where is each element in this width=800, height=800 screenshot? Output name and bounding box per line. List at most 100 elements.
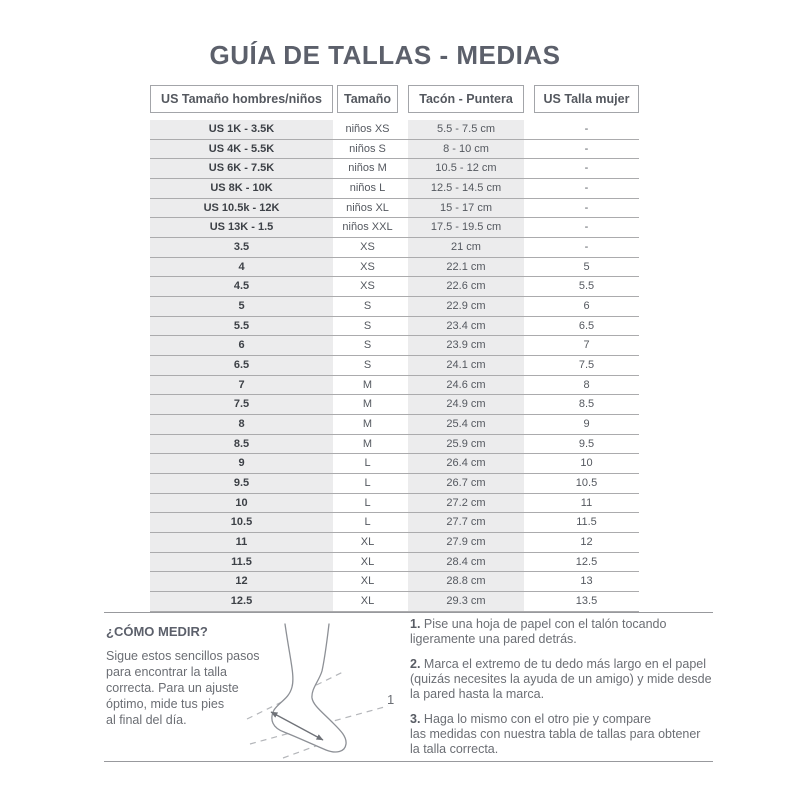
table-cell: 12.5 - 14.5 cm (408, 179, 524, 198)
table-row: 10 L 27.2 cm 11 (150, 493, 639, 514)
table-cell: - (584, 221, 589, 234)
table-cell: XS (360, 260, 375, 273)
table-row: 11 XL 27.9 cm 12 (150, 533, 639, 553)
table-cell: L (364, 496, 371, 509)
table-cell: - (584, 142, 589, 155)
table-cell: 7 (583, 339, 590, 352)
size-table: US Tamaño hombres/niños Tamaño Tacón - P… (150, 85, 639, 612)
table-cell: 8 (150, 415, 333, 434)
table-cell: 27.2 cm (408, 493, 524, 513)
table-cell: 11.5 (576, 516, 597, 529)
table-cell: S (363, 359, 372, 372)
step-text: Marca el extremo de tu dedo más largo en… (410, 657, 712, 701)
table-cell: 7.5 (578, 359, 595, 372)
table-cell: 21 cm (408, 238, 524, 257)
table-cell: XL (360, 575, 375, 588)
table-cell: 3.5 (150, 238, 333, 257)
table-cell: 22.1 cm (408, 257, 524, 277)
table-cell: 22.6 cm (408, 277, 524, 297)
table-cell: niños XL (346, 201, 389, 214)
column-header-heel-toe: Tacón - Puntera (408, 85, 524, 113)
table-cell: - (584, 123, 589, 135)
table-row: US 13K - 1.5 niños XXL 17.5 - 19.5 cm - (150, 218, 639, 239)
measure-arrow (270, 711, 324, 741)
step-number: 2. (410, 657, 421, 671)
step-text: Haga lo mismo con el otro pie y compare … (410, 712, 701, 756)
table-row: 12.5 XL 29.3 cm 13.5 (150, 592, 639, 612)
table-cell: 5 (150, 297, 333, 316)
table-cell: L (364, 516, 371, 529)
table-cell: S (363, 300, 372, 313)
step-number: 1. (410, 617, 421, 631)
table-cell: 8 - 10 cm (408, 139, 524, 159)
table-row: 11.5 XL 28.4 cm 12.5 (150, 552, 639, 573)
table-row: US 6K - 7.5K niños M 10.5 - 12 cm - (150, 159, 639, 180)
table-row: 6 S 23.9 cm 7 (150, 336, 639, 357)
table-cell: US 8K - 10K (150, 179, 333, 198)
column-header-us-men-kids: US Tamaño hombres/niños (150, 85, 333, 113)
table-cell: 15 - 17 cm (408, 198, 524, 218)
table-cell: niños S (349, 142, 386, 155)
table-cell: XL (360, 595, 375, 608)
step-text: Pise una hoja de papel con el talón toca… (410, 617, 667, 646)
measure-step: 3. Haga lo mismo con el otro pie y compa… (410, 712, 718, 757)
table-row: 4.5 XS 22.6 cm 5.5 (150, 277, 639, 298)
table-cell: - (584, 241, 589, 254)
table-cell: 10.5 (575, 477, 598, 490)
table-cell: 17.5 - 19.5 cm (408, 218, 524, 238)
table-cell: 6 (150, 336, 333, 356)
table-cell: XL (360, 536, 375, 549)
table-cell: 9.5 (578, 437, 595, 450)
table-cell: M (362, 437, 373, 450)
table-cell: XL (360, 555, 375, 568)
table-cell: 25.4 cm (408, 415, 524, 434)
table-row: US 4K - 5.5K niños S 8 - 10 cm - (150, 139, 639, 160)
table-cell: 10 (150, 493, 333, 513)
table-cell: L (364, 477, 371, 490)
table-cell: 7.5 (150, 395, 333, 415)
table-cell: 5 (583, 260, 590, 273)
table-body: US 1K - 3.5K niños XS 5.5 - 7.5 cm - US 4K -… (150, 120, 639, 612)
table-cell: 8.5 (578, 398, 595, 411)
table-row: 7.5 M 24.9 cm 8.5 (150, 395, 639, 416)
table-cell: XS (360, 241, 375, 254)
table-cell: 24.6 cm (408, 375, 524, 395)
table-cell: 8 (583, 378, 590, 391)
table-cell: 5.5 (578, 280, 595, 293)
table-row: 3.5 XS 21 cm - (150, 238, 639, 258)
table-cell: US 1K - 3.5K (150, 120, 333, 139)
table-cell: L (364, 457, 371, 470)
table-cell: - (584, 182, 589, 195)
table-cell: niños XS (345, 123, 390, 135)
table-cell: niños XXL (342, 221, 393, 234)
table-cell: 6 (583, 300, 590, 313)
table-cell: 4 (150, 257, 333, 277)
table-cell: 10 (580, 457, 593, 470)
table-row: US 1K - 3.5K niños XS 5.5 - 7.5 cm - (150, 120, 639, 140)
table-row: 8 M 25.4 cm 9 (150, 415, 639, 435)
table-cell: 6.5 (578, 319, 595, 332)
table-row: 9 L 26.4 cm 10 (150, 454, 639, 475)
table-cell: 8.5 (150, 434, 333, 454)
column-header-us-women: US Talla mujer (534, 85, 639, 113)
column-header-size: Tamaño (337, 85, 398, 113)
table-cell: 27.7 cm (408, 513, 524, 533)
table-header-row: US Tamaño hombres/niños Tamaño Tacón - P… (150, 85, 639, 113)
table-cell: 28.8 cm (408, 572, 524, 592)
table-cell: 23.4 cm (408, 316, 524, 336)
table-row: 8.5 M 25.9 cm 9.5 (150, 434, 639, 455)
table-cell: 24.1 cm (408, 356, 524, 375)
how-to-measure-section: ¿CÓMO MEDIR? Sigue estos sencillos pasos… (104, 612, 713, 762)
table-cell: 9 (150, 454, 333, 474)
table-row: 6.5 S 24.1 cm 7.5 (150, 356, 639, 376)
how-to-measure-heading: ¿CÓMO MEDIR? (106, 624, 208, 639)
table-cell: niños L (349, 182, 386, 195)
foot-measurement-illustration: 1 (246, 623, 394, 759)
table-row: 9.5 L 26.7 cm 10.5 (150, 474, 639, 494)
table-cell: M (362, 398, 373, 411)
table-row: 12 XL 28.8 cm 13 (150, 572, 639, 593)
table-row: 5.5 S 23.4 cm 6.5 (150, 316, 639, 337)
table-cell: M (362, 418, 373, 431)
table-cell: 10.5 - 12 cm (408, 159, 524, 179)
